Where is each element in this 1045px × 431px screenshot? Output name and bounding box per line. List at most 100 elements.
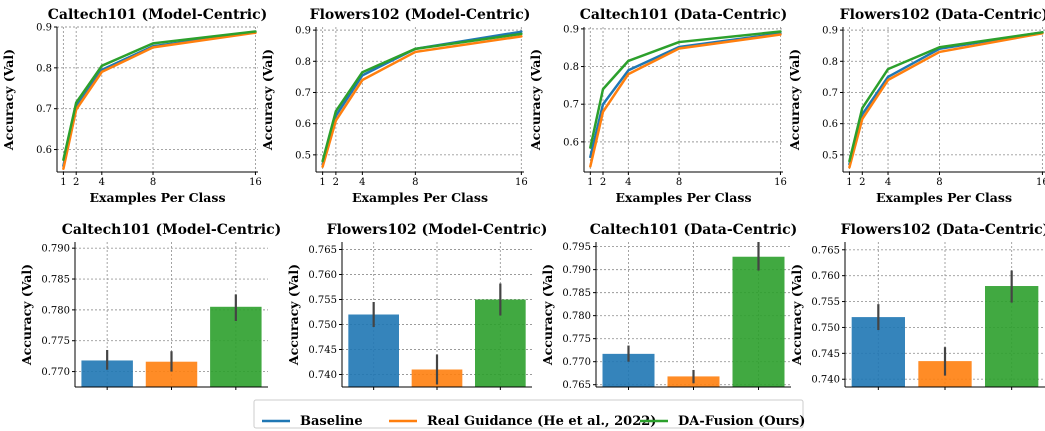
y-tick-label: 0.5 xyxy=(822,150,838,161)
x-tick-label: 2 xyxy=(73,177,79,188)
series-line-baseline xyxy=(848,31,1044,166)
x-tick-label: 8 xyxy=(150,177,156,188)
y-axis-label: Accuracy (Val) xyxy=(540,264,555,366)
y-tick-label: 0.9 xyxy=(563,24,579,35)
y-axis-label: Accuracy (Val) xyxy=(260,49,275,151)
y-tick-label: 0.770 xyxy=(41,367,70,378)
y-axis-label: Accuracy (Val) xyxy=(787,49,802,151)
chart-title: Caltech101 (Model-Centric) xyxy=(62,222,282,238)
y-tick-label: 0.790 xyxy=(41,244,70,255)
x-tick-label: 1 xyxy=(846,177,852,188)
x-tick-label: 4 xyxy=(625,177,631,188)
x-tick-label: 2 xyxy=(333,177,339,188)
bar-da-fusion xyxy=(732,256,785,387)
y-axis-label: Accuracy (Val) xyxy=(19,264,34,366)
chart-2-line: Flowers102 (Model-Centric) Accuracy (Val)… xyxy=(260,7,530,205)
y-tick-label: 0.775 xyxy=(562,334,591,345)
y-tick-label: 0.7 xyxy=(295,88,311,99)
y-tick-label: 0.775 xyxy=(41,336,70,347)
y-tick-label: 0.8 xyxy=(36,63,52,74)
y-tick-label: 0.770 xyxy=(562,357,591,368)
y-tick-label: 0.760 xyxy=(308,270,337,281)
chart-title: Flowers102 (Data-Centric) xyxy=(841,222,1045,238)
y-tick-label: 0.785 xyxy=(562,288,591,299)
bar-da-fusion xyxy=(985,286,1039,387)
series-line-da-fusion xyxy=(62,30,257,161)
series-line-baseline xyxy=(62,31,257,168)
legend-label-da-fusion: DA-Fusion (Ours) xyxy=(678,414,805,429)
y-tick-label: 0.765 xyxy=(562,380,591,391)
chart-7-bar: Caltech101 (Data-Centric) Accuracy (Val) 0… xyxy=(540,222,797,391)
y-axis-label: Accuracy (Val) xyxy=(1,49,16,151)
x-tick-label: 1 xyxy=(587,177,593,188)
y-tick-label: 0.6 xyxy=(295,119,311,130)
series-line-real-guidance xyxy=(848,31,1044,169)
x-tick-label: 8 xyxy=(676,177,682,188)
y-tick-label: 0.760 xyxy=(811,271,840,282)
x-tick-label: 16 xyxy=(249,177,262,188)
y-tick-label: 0.6 xyxy=(563,137,579,148)
chart-title: Flowers102 (Data-Centric) xyxy=(840,7,1045,23)
x-tick-label: 1 xyxy=(319,177,325,188)
chart-4-line: Flowers102 (Data-Centric) Accuracy (Val) 0… xyxy=(787,7,1045,205)
x-axis-label: Examples Per Class xyxy=(876,190,1012,205)
series-line-real-guidance xyxy=(589,33,782,168)
y-tick-label: 0.780 xyxy=(562,311,591,322)
series-line-real-guidance xyxy=(62,31,257,170)
legend-label-real-guidance: Real Guidance (He et al., 2022) xyxy=(427,414,656,429)
x-tick-label: 2 xyxy=(600,177,606,188)
y-tick-label: 0.755 xyxy=(308,295,337,306)
y-tick-label: 0.8 xyxy=(822,57,838,68)
chart-title: Caltech101 (Data-Centric) xyxy=(590,222,797,238)
x-tick-label: 4 xyxy=(359,177,365,188)
chart-3-line: Caltech101 (Data-Centric) Accuracy (Val) 0… xyxy=(528,7,787,205)
y-tick-label: 0.6 xyxy=(36,145,52,156)
y-tick-label: 0.755 xyxy=(811,297,840,308)
y-tick-label: 0.750 xyxy=(811,323,840,334)
y-tick-label: 0.790 xyxy=(562,265,591,276)
series-line-baseline xyxy=(589,32,782,159)
x-tick-label: 16 xyxy=(515,177,528,188)
y-tick-label: 0.9 xyxy=(295,26,311,37)
y-tick-label: 0.7 xyxy=(563,100,579,111)
x-axis-label: Examples Per Class xyxy=(352,190,488,205)
chart-panels: Caltech101 (Model-Centric) Accuracy (Val)… xyxy=(1,7,1045,391)
y-axis-label: Accuracy (Val) xyxy=(528,49,543,151)
x-tick-label: 2 xyxy=(859,177,865,188)
chart-1-line: Caltech101 (Model-Centric) Accuracy (Val)… xyxy=(1,7,267,205)
series-line-da-fusion xyxy=(321,32,523,163)
x-axis-label: Examples Per Class xyxy=(90,190,226,205)
y-tick-label: 0.7 xyxy=(36,104,52,115)
y-tick-label: 0.9 xyxy=(822,26,838,37)
y-tick-label: 0.8 xyxy=(563,62,579,73)
x-axis-label: Examples Per Class xyxy=(616,190,752,205)
x-tick-label: 8 xyxy=(412,177,418,188)
chart-title: Caltech101 (Data-Centric) xyxy=(580,7,787,23)
x-tick-label: 16 xyxy=(774,177,787,188)
y-tick-label: 0.740 xyxy=(811,375,840,386)
x-tick-label: 4 xyxy=(885,177,891,188)
series-line-da-fusion xyxy=(848,31,1044,163)
y-tick-label: 0.765 xyxy=(811,245,840,256)
y-tick-label: 0.6 xyxy=(822,119,838,130)
y-tick-label: 0.795 xyxy=(562,242,591,253)
legend: Baseline Real Guidance (He et al., 2022)… xyxy=(253,399,805,429)
y-tick-label: 0.740 xyxy=(308,370,337,381)
x-tick-label: 1 xyxy=(60,177,66,188)
y-tick-label: 0.5 xyxy=(295,150,311,161)
chart-title: Flowers102 (Model-Centric) xyxy=(327,222,548,238)
y-tick-label: 0.745 xyxy=(811,349,840,360)
chart-5-bar: Caltech101 (Model-Centric) Accuracy (Val)… xyxy=(19,222,281,390)
x-tick-label: 4 xyxy=(99,177,105,188)
y-axis-label: Accuracy (Val) xyxy=(789,264,804,366)
legend-label-baseline: Baseline xyxy=(300,414,363,429)
x-tick-label: 8 xyxy=(936,177,942,188)
x-tick-label: 16 xyxy=(1036,177,1045,188)
chart-8-bar: Flowers102 (Data-Centric) Accuracy (Val) 0… xyxy=(789,222,1045,390)
y-tick-label: 0.785 xyxy=(41,275,70,286)
series-line-real-guidance xyxy=(321,35,523,168)
y-tick-label: 0.765 xyxy=(308,245,337,256)
y-tick-label: 0.8 xyxy=(295,57,311,68)
chart-title: Flowers102 (Model-Centric) xyxy=(310,7,531,23)
